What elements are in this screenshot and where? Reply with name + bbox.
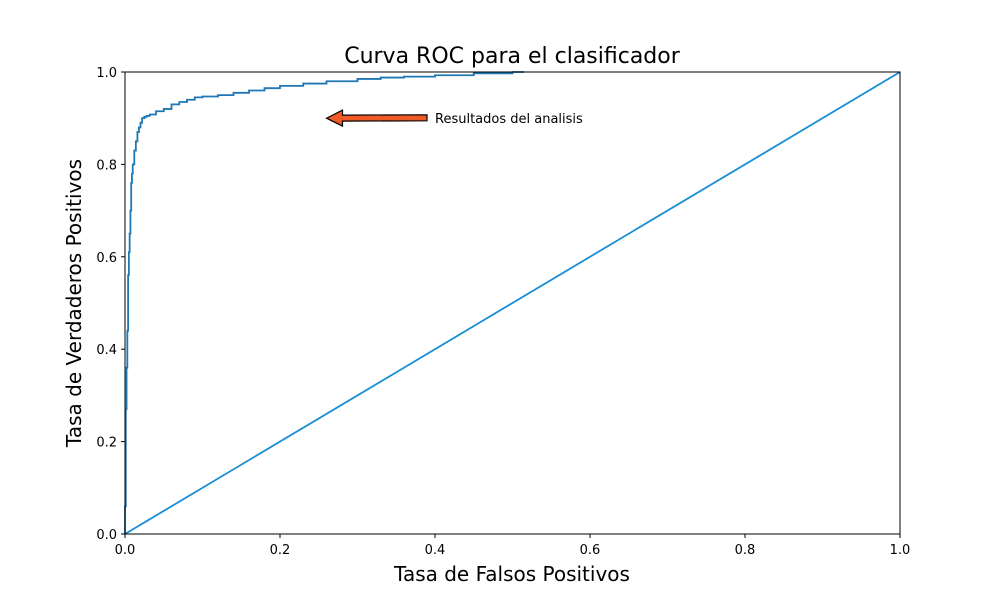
y-tick-label: 0.2 <box>96 436 117 451</box>
x-axis-label: Tasa de Falsos Positivos <box>393 562 630 586</box>
annotation-arrow <box>325 109 428 128</box>
annotations: Resultados del analisis <box>325 109 583 128</box>
y-tick-label: 0.4 <box>96 343 117 358</box>
x-tick-label: 1.0 <box>890 543 911 558</box>
chart-title: Curva ROC para el clasificador <box>344 44 681 69</box>
axes-frame <box>124 71 901 535</box>
x-tick-label: 0.4 <box>425 543 446 558</box>
y-tick-label: 0.0 <box>96 528 117 543</box>
x-tick-label: 0.2 <box>270 543 291 558</box>
diagonal-reference-line <box>124 71 901 535</box>
y-tick-label: 1.0 <box>96 66 117 81</box>
y-tick-label: 0.8 <box>96 158 117 173</box>
y-tick-label: 0.6 <box>96 251 117 266</box>
x-tick-label: 0.8 <box>735 543 756 558</box>
roc-curve-line <box>124 71 525 534</box>
y-axis-label: Tasa de Verdaderos Positivos <box>62 159 86 448</box>
x-tick-label: 0.6 <box>580 543 601 558</box>
annotation-text: Resultados del analisis <box>435 112 583 127</box>
x-tick-label: 0.0 <box>115 543 136 558</box>
axis-ticks: 0.0 0.2 0.4 0.6 0.8 1.0 0.0 0.2 0.4 0.6 0.8 1.0 <box>96 66 910 558</box>
plot-area <box>124 71 901 535</box>
